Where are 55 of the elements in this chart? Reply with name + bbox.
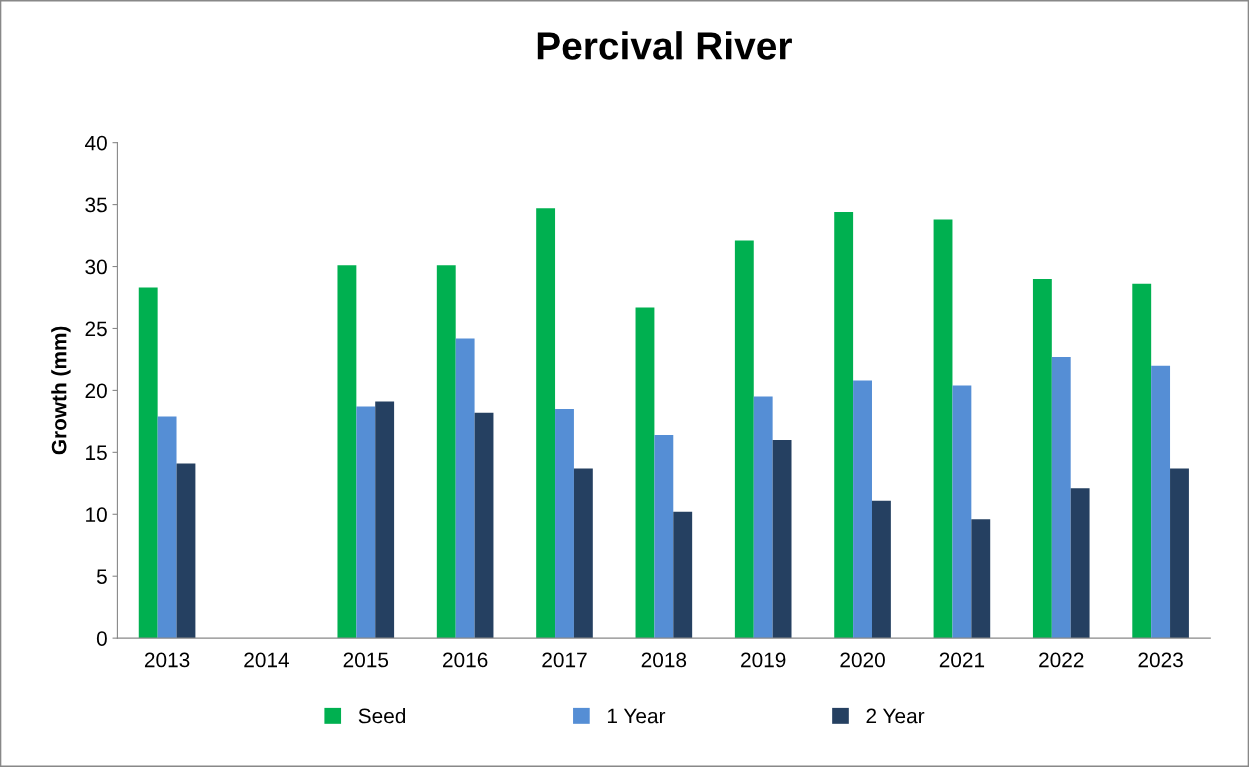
bar [734,240,754,639]
y-tick-label: 0 [96,631,107,646]
x-tick-label: 2020 [840,652,885,668]
x-tick-label: 2015 [343,652,389,668]
x-tick-label: 2017 [542,652,587,668]
x-tick-label: 2018 [641,652,687,668]
bar [772,439,792,639]
bar [952,385,972,639]
bar [673,511,693,639]
bar [176,463,196,639]
y-tick-label: 35 [85,197,107,213]
x-tick-label: 2013 [144,652,190,668]
bar [971,519,991,639]
bar [834,212,854,639]
bar [871,500,891,639]
bar [474,412,494,639]
y-tick-label: 40 [84,135,107,151]
bar [337,265,357,639]
x-tick-label: 2022 [1039,652,1084,668]
bar [573,468,593,639]
y-tick-label: 25 [85,321,107,337]
bar [356,406,376,639]
bar [436,265,456,639]
bar [933,219,953,639]
y-tick-label: 30 [85,259,107,275]
bar [853,380,872,639]
x-tick-label: 2023 [1138,652,1183,668]
y-tick-label: 5 [96,569,107,584]
bar [555,408,574,639]
x-tick-label: 2016 [443,652,488,668]
bar [1151,365,1171,639]
bar [157,416,177,639]
legend-label: 1 Year [607,708,666,724]
y-tick-label: 15 [86,445,107,461]
bar [1070,488,1090,639]
bar [138,287,158,639]
x-tick-label: 2014 [244,652,289,668]
y-axis-title: Growth (mm) [51,326,71,455]
bar [536,208,556,639]
y-tick-label: 10 [86,507,107,523]
bar [654,435,674,639]
bar [635,307,655,639]
bar [1032,278,1052,639]
x-tick-label: 2019 [741,652,786,668]
bar [753,396,773,639]
bar [375,401,395,639]
x-tick-label: 2021 [939,652,985,668]
chart-title: Percival River [537,31,792,60]
bar [455,338,475,639]
bar [1132,283,1152,639]
bar [1170,468,1189,639]
bar [1051,356,1071,639]
y-tick-label: 20 [85,383,107,399]
legend-label: Seed [358,708,406,724]
legend-label: 2 Year [866,708,925,724]
